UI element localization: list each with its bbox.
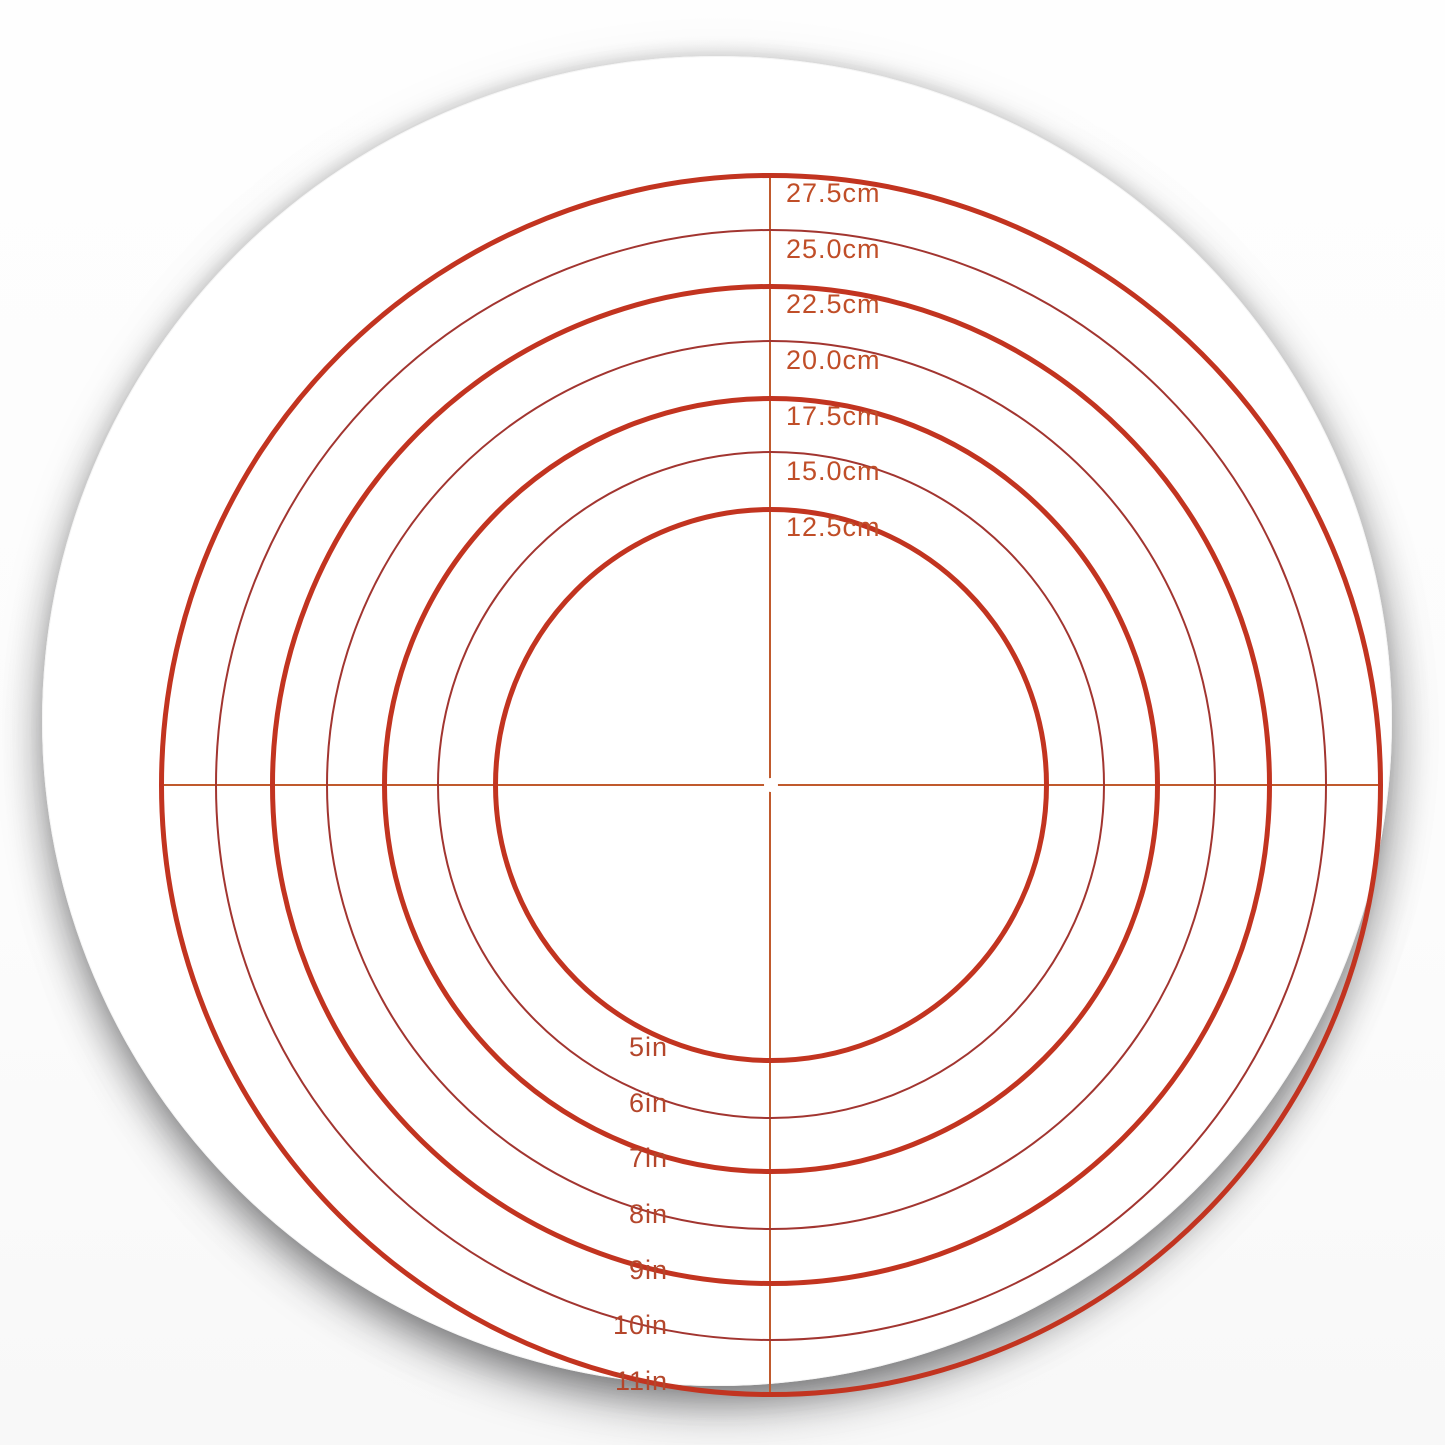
measurement-print: 12.5cm 5in 15.0cm 6in 17.5cm 7in 20.0cm 8in 22.5… <box>43 57 1391 1397</box>
turntable-disc: 12.5cm 5in 15.0cm 6in 17.5cm 7in 20.0cm 8in 22.5… <box>42 56 1392 1397</box>
ring-11in-circle <box>159 173 1383 1397</box>
ring-11in-label-in: 11in <box>614 1365 668 1396</box>
ring-11in-label-cm: 27.5cm <box>786 178 881 209</box>
